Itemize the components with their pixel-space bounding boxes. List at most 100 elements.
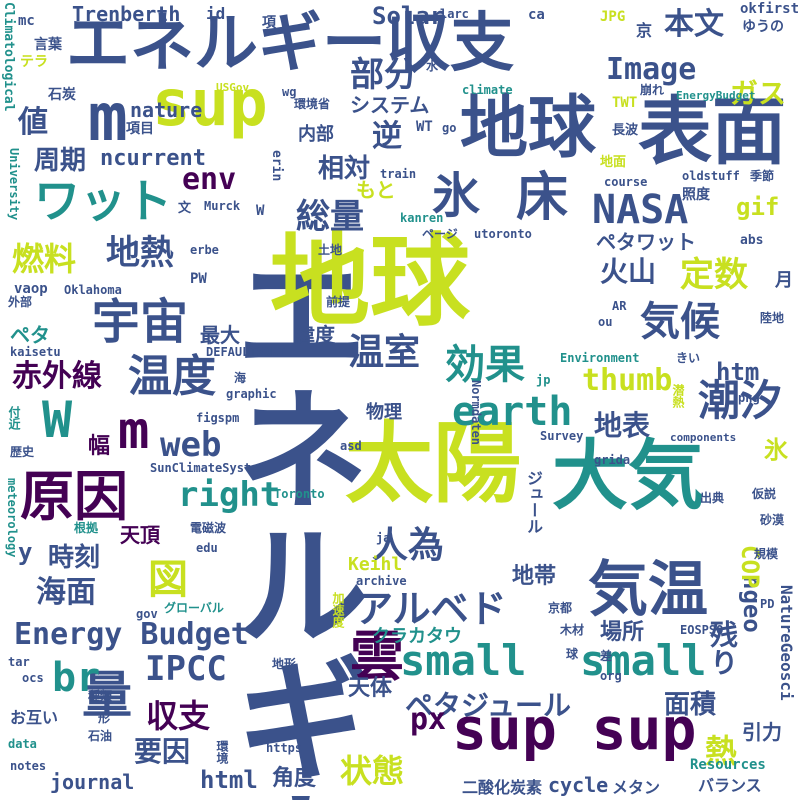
word-wt: WT xyxy=(416,119,433,135)
word-moon: 月 xyxy=(775,270,793,291)
word-train: train xyxy=(380,167,417,181)
word-earth-medium: 地球 xyxy=(460,89,597,168)
word-heat: 熱 xyxy=(705,732,738,770)
word-anthropogenic: 人為 xyxy=(372,525,445,566)
word-journal: journal xyxy=(50,770,135,794)
word-gov: gov xyxy=(136,607,158,621)
word-tide: 潮汐 xyxy=(698,376,783,425)
word-fuel: 燃料 xyxy=(12,240,77,278)
word-each-other: お互い xyxy=(10,708,59,727)
word-kanren: kanren xyxy=(400,211,444,225)
word-volcano: 火山 xyxy=(600,255,657,288)
word-wg: wg xyxy=(282,85,297,99)
word-environment-kanji: 環境 xyxy=(215,740,229,764)
word-sea: 海 xyxy=(234,371,247,385)
word-desert: 砂漠 xyxy=(760,513,785,527)
word-jp: jp xyxy=(536,373,551,387)
word-main-text: 本文 xyxy=(664,7,724,42)
word-land: 土地 xyxy=(318,243,343,257)
word-trenberth: Trenberth xyxy=(72,2,181,26)
word-figure: 図 xyxy=(148,557,188,603)
word-components: components xyxy=(670,431,737,444)
word-w-small: W xyxy=(256,203,265,219)
word-source: 出典 xyxy=(700,491,725,505)
word-html: html xyxy=(200,766,258,794)
word-sup-sup: sup sup xyxy=(452,695,697,763)
word-y: y xyxy=(18,538,33,566)
word-https: https xyxy=(266,741,303,755)
word-erbe: erbe xyxy=(190,243,219,257)
word-kyoto: 京都 xyxy=(548,601,573,615)
word-reverse: 逆 xyxy=(372,119,402,154)
word-state: 状態 xyxy=(340,752,405,790)
word-ice-large: 氷 xyxy=(432,168,481,224)
word-temperature: 温度 xyxy=(128,351,216,402)
word-sun: 太陽 xyxy=(345,412,522,515)
word-notes: notes xyxy=(10,759,47,773)
word-earth-large: 地球 xyxy=(270,223,470,340)
word-energy-budget-latin: Energy Budget xyxy=(14,617,249,652)
word-floor: 床 xyxy=(516,168,569,228)
word-internal: 内部 xyxy=(298,124,334,145)
word-width: 幅 xyxy=(88,434,111,459)
word-scale: 規模 xyxy=(754,547,779,561)
word-kii: きい xyxy=(676,351,701,365)
word-sunclimatesystem: SunClimateSystem xyxy=(150,461,266,475)
word-part: 部分 xyxy=(350,55,418,95)
word-m-mid: m xyxy=(118,401,150,461)
word-albedo: アルベド xyxy=(355,587,507,631)
word-ou: ou xyxy=(598,315,613,329)
word-external: 外部 xyxy=(8,295,33,309)
word-ncurrent: ncurrent xyxy=(100,146,206,171)
word-oldstuff: oldstuff xyxy=(682,169,740,183)
word-ngeo: ngeo xyxy=(738,575,766,633)
word-zenith: 天頂 xyxy=(120,523,160,547)
word-erin: erin xyxy=(269,150,284,182)
word-hypothesis: 仮説 xyxy=(752,487,777,501)
word-maximum: 最大 xyxy=(200,323,240,347)
word-cop: COP xyxy=(736,545,764,589)
word-collapse: 崩れ xyxy=(640,83,665,97)
word-ca: ca xyxy=(528,7,545,23)
word-zone: 地帯 xyxy=(512,564,557,589)
word-history: 歴史 xyxy=(10,445,35,459)
word-image: Image xyxy=(606,52,697,87)
word-geothermal: 地熱 xyxy=(106,233,174,273)
word-angle: 角度 xyxy=(272,766,317,791)
word-constant: 定数 xyxy=(680,255,748,295)
word-w: W xyxy=(42,391,73,449)
word-climate-latin: climate xyxy=(462,83,513,97)
word-budget: 収支 xyxy=(146,697,211,735)
word-page: ページ xyxy=(422,227,458,241)
word-shape: 形 xyxy=(98,711,111,725)
word-usgov: USGov xyxy=(216,81,250,94)
word-wood: 木材 xyxy=(560,623,585,637)
word-illuminance: 照度 xyxy=(682,187,710,203)
word-land-area: 陸地 xyxy=(760,311,785,325)
word-okfirst: okfirst xyxy=(740,1,800,17)
word-graphic: graphic xyxy=(226,387,277,401)
word-edu: edu xyxy=(196,541,218,555)
word-environment: Environment xyxy=(560,351,640,365)
word-climate: 気候 xyxy=(640,299,720,345)
word-ipcc: IPCC xyxy=(145,649,227,689)
word-space: 宇宙 xyxy=(92,294,189,350)
word-small-left: small xyxy=(400,636,527,685)
word-naturegeosci: NatureGeosci xyxy=(777,585,796,701)
word-premise: 前提 xyxy=(326,295,351,309)
word-ground-surface: 地表 xyxy=(594,409,651,442)
word-small-right: small xyxy=(580,636,707,685)
word-electromagnetic: 電磁波 xyxy=(190,521,227,535)
word-terrain: 地形 xyxy=(272,657,297,671)
word-latent-heat: 潜熱 xyxy=(671,384,685,408)
word-jpg: JPG xyxy=(600,9,626,25)
word-id: id xyxy=(206,4,226,23)
word-gif: gif xyxy=(736,193,780,221)
word-env: env xyxy=(182,162,237,197)
word-environment-ministry: 環境省 xyxy=(294,97,331,111)
word-thumb: thumb xyxy=(582,363,673,398)
word-area: 面積 xyxy=(664,690,717,720)
word-atmosphere: 大気 xyxy=(552,431,704,520)
word-murck: Murck xyxy=(204,199,241,213)
word-energy-budget: エネルギー収支 xyxy=(66,7,514,81)
